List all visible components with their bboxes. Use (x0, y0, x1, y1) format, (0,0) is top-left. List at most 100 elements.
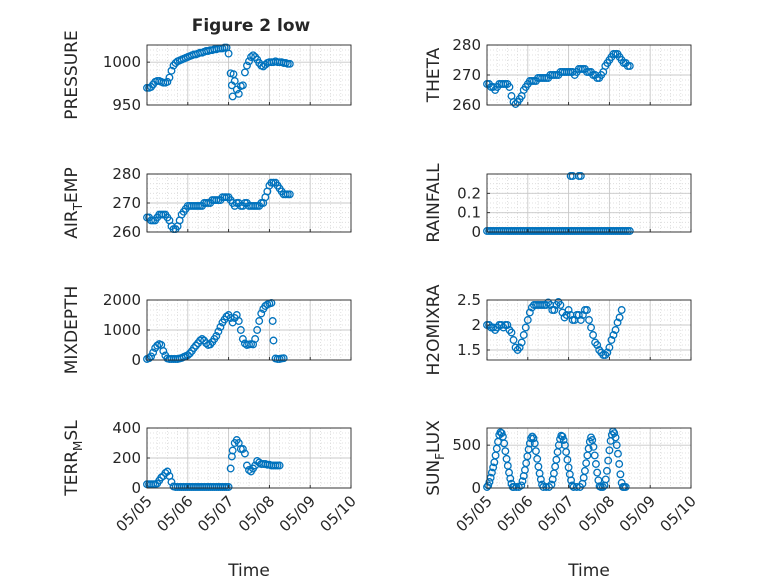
data-point (604, 456, 613, 465)
data-point (610, 429, 619, 438)
data-point (238, 81, 247, 90)
data-point (224, 49, 233, 58)
data-point (487, 468, 496, 477)
data-point (253, 326, 262, 334)
data-point (512, 483, 521, 491)
data-point (559, 436, 568, 444)
data-point (251, 335, 260, 343)
data-point (578, 311, 587, 319)
data-point (279, 354, 288, 363)
data-point (580, 466, 589, 475)
data-point (484, 481, 493, 490)
subplot-air-temp: 260 270 280 AIRTEMP (62, 165, 352, 241)
y-tick-label: 2.5 (457, 291, 481, 309)
x-axis-label: Time (227, 561, 270, 581)
data-point (240, 449, 249, 458)
data-point (228, 446, 237, 455)
data-point (503, 321, 512, 329)
data-point (601, 475, 610, 484)
subplot-h2omixra: 1.5 2 2.5 H2OMIXRA (424, 284, 692, 376)
data-point (163, 77, 172, 86)
data-point (243, 61, 251, 70)
y-tick-label: 0 (471, 223, 481, 241)
data-point (167, 478, 176, 486)
data-point (501, 447, 510, 456)
y-tick-label: 500 (452, 436, 481, 454)
data-point (245, 466, 253, 474)
y-tick-label: 270 (452, 66, 481, 84)
axes-box (486, 173, 692, 233)
data-point (240, 68, 249, 77)
data-point (500, 439, 509, 448)
x-axis-label: Time (567, 561, 610, 581)
data-point (206, 340, 215, 349)
data-point (545, 483, 553, 491)
data-point (567, 476, 575, 485)
y-axis-label: SUNFLUX (424, 420, 447, 496)
subplot-pressure: 950 1000 PRESSURE (62, 30, 352, 120)
data-point (167, 66, 176, 75)
data-point (165, 73, 174, 82)
data-point (149, 348, 158, 357)
y-tick-label: 2 (471, 316, 481, 334)
data-point (489, 463, 498, 472)
data-point (590, 451, 599, 460)
y-tick-label: 0.1 (457, 204, 481, 222)
data-point (563, 455, 572, 464)
data-point (558, 432, 567, 441)
data-point (245, 57, 253, 66)
data-point (607, 336, 616, 344)
y-tick-label: 1000 (103, 321, 141, 339)
data-point (511, 100, 520, 108)
data-point (269, 336, 278, 345)
data-point (562, 448, 571, 456)
data-point (159, 347, 168, 355)
data-point (163, 467, 172, 476)
data-point (589, 442, 598, 451)
data-point (525, 439, 534, 448)
y-tick-label: 280 (112, 165, 141, 183)
y-axis-label: THETA (424, 47, 444, 103)
data-point (521, 323, 530, 332)
y-tick-label: 0 (471, 479, 481, 497)
data-point (617, 306, 626, 314)
data-point (583, 306, 591, 314)
data-point (198, 335, 207, 343)
data-point (153, 341, 162, 350)
data-point (192, 341, 200, 350)
data-point (261, 302, 270, 310)
data-point (249, 51, 258, 60)
data-point (605, 343, 614, 352)
figure-title: Figure 2 low (192, 16, 311, 36)
axes-box (486, 427, 692, 489)
y-tick-label: 2000 (103, 291, 141, 309)
data-point (593, 341, 602, 349)
data-point (585, 316, 593, 324)
data-point (519, 331, 528, 339)
data-point (497, 429, 506, 438)
data-point (598, 483, 607, 491)
axes-box (486, 299, 692, 361)
data-point (151, 344, 160, 352)
data-point (238, 445, 247, 453)
data-point (587, 323, 595, 332)
data-point (285, 59, 294, 68)
data-point (550, 306, 559, 314)
data-point (515, 343, 524, 352)
data-point (539, 483, 548, 491)
data-point (614, 449, 622, 458)
data-point (285, 190, 294, 199)
y-axis-label: RAINFALL (424, 163, 444, 243)
y-tick-label: 260 (452, 96, 481, 114)
data-point (234, 317, 243, 325)
y-axis-label: MIXDEPTH (62, 286, 82, 375)
data-point (591, 460, 600, 468)
data-point (593, 468, 602, 477)
data-point (216, 323, 225, 331)
data-point (576, 316, 585, 324)
data-point (268, 317, 277, 325)
y-tick-label: 0.2 (457, 184, 481, 202)
data-point (255, 317, 264, 325)
subplot-rainfall: 00.1 0.2 RAINFALL (424, 163, 692, 243)
